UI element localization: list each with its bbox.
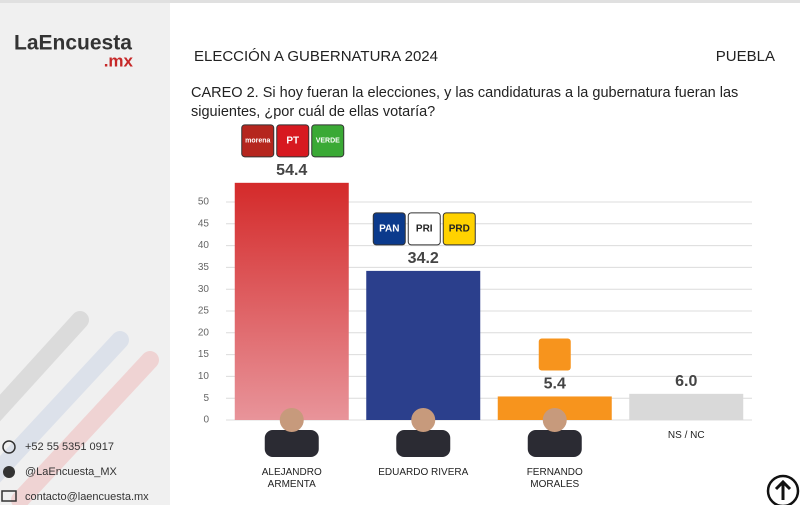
twitter: @LaEncuesta_MX: [25, 466, 118, 478]
party-logo: [372, 212, 406, 246]
party-logo: [311, 124, 345, 158]
bar: [629, 393, 744, 420]
value-label: 6.0: [675, 373, 697, 390]
region: PUEBLA: [716, 48, 775, 65]
top-strip: [0, 0, 800, 3]
y-tick-label: 30: [198, 284, 210, 295]
party-logo: [276, 124, 310, 158]
value-label: 5.4: [544, 376, 566, 393]
party-logo-label: VERDE: [316, 138, 340, 145]
question: CAREO 2. Si hoy fueran la elecciones, y …: [191, 85, 739, 120]
y-tick-label: 25: [198, 306, 210, 317]
logo-suffix: .mx: [104, 51, 134, 70]
candidate-photo-body: [264, 430, 319, 457]
y-tick-label: 40: [198, 240, 210, 251]
candidate-photo-head: [542, 408, 567, 432]
candidate-photo-head: [279, 408, 304, 432]
bar: [234, 182, 349, 420]
email-icon: [1, 490, 17, 502]
candidate-photo-body: [396, 430, 451, 457]
party-logo: [407, 212, 441, 246]
twitter-icon: [3, 466, 15, 478]
value-label: 54.4: [276, 162, 307, 179]
x-tick-label: FERNANDO MORALES: [526, 467, 583, 490]
y-tick-label: 45: [198, 218, 210, 229]
chart-title: ELECCIÓN A GUBERNATURA 2024: [194, 48, 438, 65]
y-tick-label: 35: [198, 262, 210, 273]
party-logo: [442, 212, 476, 246]
y-tick-label: 5: [203, 393, 209, 404]
candidate-photo-body: [527, 430, 582, 457]
y-tick-label: 15: [198, 349, 210, 360]
y-tick-label: 10: [198, 371, 210, 382]
y-tick-label: 50: [198, 197, 210, 208]
email: contacto@laencuesta.mx: [25, 491, 149, 503]
candidate-photo-head: [411, 408, 436, 432]
party-logo-label: PRI: [416, 224, 433, 235]
scroll-top-arrow: [774, 479, 792, 500]
phone: +52 55 5351 0917: [25, 441, 114, 453]
y-tick-label: 0: [203, 415, 209, 426]
party-logo-label: PAN: [379, 224, 399, 235]
bar: [366, 270, 481, 420]
x-tick-label: EDUARDO RIVERA: [378, 467, 469, 478]
logo: LaEncuesta: [14, 32, 132, 55]
sidebar-stripes: [0, 311, 159, 505]
phone-icon: [2, 440, 16, 454]
party-logo-label: PT: [286, 135, 299, 146]
y-tick-label: 20: [198, 327, 210, 338]
x-tick-label: NS / NC: [667, 430, 705, 441]
value-label: 34.2: [408, 250, 439, 267]
party-logo: [538, 338, 571, 371]
party-logo-label: PRD: [449, 224, 470, 235]
party-logo-label: morena: [245, 138, 270, 145]
x-tick-label: ALEJANDRO ARMENTA: [261, 467, 322, 490]
party-logo: [241, 124, 275, 158]
